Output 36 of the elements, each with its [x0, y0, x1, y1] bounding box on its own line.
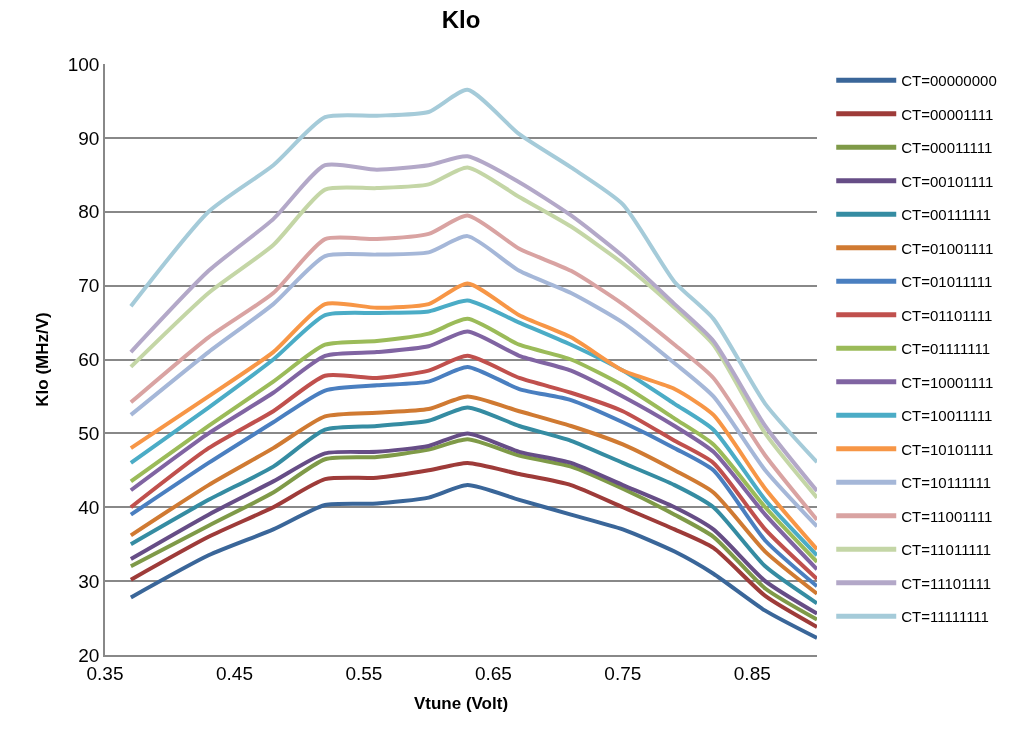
x-axis-title: Vtune (Volt)	[413, 694, 509, 714]
legend-label: CT=10001111	[901, 373, 994, 391]
legend-label: CT=10111111	[901, 474, 992, 492]
x-tick-label: 0.75	[604, 662, 642, 684]
legend-label: CT=01011111	[901, 273, 993, 291]
legend-label: CT=01101111	[901, 306, 993, 324]
y-tick-label: 80	[78, 201, 100, 223]
x-tick-label: 0.85	[733, 662, 771, 684]
legend-label: CT=01001111	[901, 239, 994, 257]
legend-label: CT=11101111	[901, 574, 992, 592]
legend-label: CT=00000000	[901, 72, 997, 90]
y-tick-label: 50	[78, 423, 100, 445]
x-tick-label: 0.45	[215, 662, 253, 684]
y-tick-label: 70	[78, 275, 100, 297]
legend-label: CT=11111111	[901, 608, 989, 626]
y-tick-label: 100	[67, 53, 100, 75]
legend-label: CT=00001111	[901, 105, 994, 123]
legend-label: CT=00011111	[901, 139, 993, 157]
legend-label: CT=00101111	[901, 172, 994, 190]
y-axis-title: Klo (MHz/V)	[32, 312, 52, 407]
x-tick-label: 0.65	[474, 662, 512, 684]
y-tick-label: 60	[78, 349, 100, 371]
legend-label: CT=10011111	[901, 407, 993, 425]
line-series	[128, 87, 817, 465]
y-tick-label: 90	[78, 127, 100, 149]
chart-title: Klo	[441, 5, 481, 33]
x-tick-label: 0.55	[345, 662, 383, 684]
y-tick-label: 30	[78, 570, 100, 592]
line-series	[128, 460, 817, 629]
legend-label: CT=11001111	[901, 507, 993, 525]
y-tick-label: 40	[78, 496, 100, 518]
legend-label: CT=01111111	[901, 340, 991, 358]
legend-label: CT=10101111	[901, 440, 994, 458]
line-series	[128, 483, 817, 641]
legend-label: CT=00111111	[901, 206, 992, 224]
legend-label: CT=11011111	[901, 541, 992, 559]
